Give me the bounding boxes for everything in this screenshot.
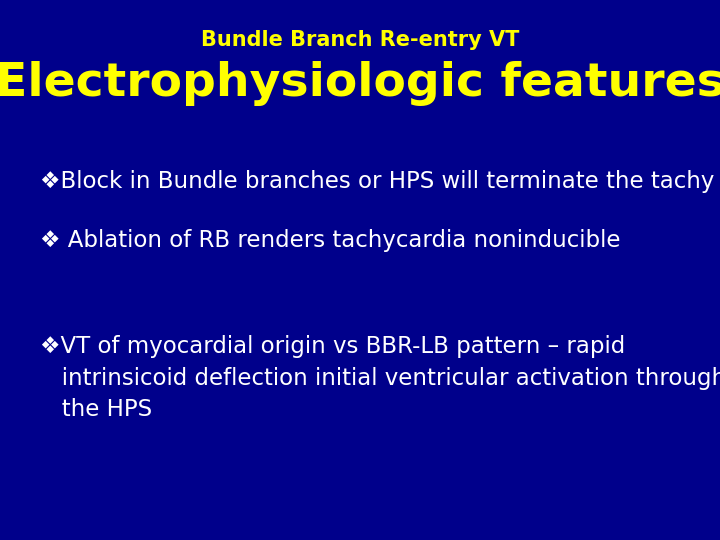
Text: ❖VT of myocardial origin vs BBR-LB pattern – rapid
   intrinsicoid deflection in: ❖VT of myocardial origin vs BBR-LB patte… [40, 335, 720, 421]
Text: Electrophysiologic features: Electrophysiologic features [0, 61, 720, 106]
Text: ❖Block in Bundle branches or HPS will terminate the tachy: ❖Block in Bundle branches or HPS will te… [40, 170, 714, 193]
Text: ❖ Ablation of RB renders tachycardia noninducible: ❖ Ablation of RB renders tachycardia non… [40, 230, 620, 253]
Text: Bundle Branch Re-entry VT: Bundle Branch Re-entry VT [201, 30, 519, 51]
